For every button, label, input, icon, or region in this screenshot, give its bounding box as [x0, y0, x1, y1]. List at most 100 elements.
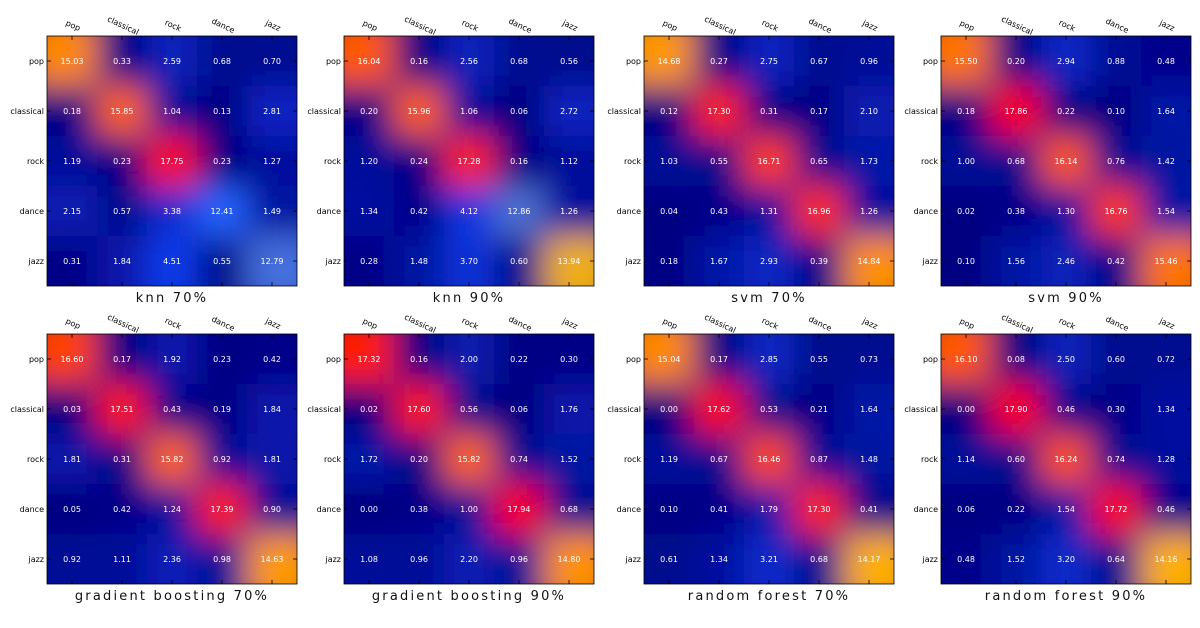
cell-value-label: 0.10 [660, 505, 678, 514]
cell-value-label: 0.64 [1107, 555, 1125, 564]
confusion-matrix-panel: 14.68 0.27 2.75 0.67 0.96 0.12 17.30 0.31 0.17 2.… [598, 0, 898, 306]
heatmap-cell [1041, 236, 1091, 286]
cell-value-label: 0.87 [810, 455, 828, 464]
heatmap-cell [147, 186, 197, 236]
cell-value-label: 0.31 [63, 257, 81, 266]
cell-value-label: 0.16 [410, 57, 428, 66]
cell-value-label: 1.27 [263, 157, 281, 166]
cell-value-label: 1.24 [163, 505, 181, 514]
heatmap-cell [97, 534, 147, 584]
cell-value-label: 0.30 [560, 355, 578, 364]
heatmap-cell [247, 434, 297, 484]
heatmap-cell [544, 186, 594, 236]
heatmap-cell [644, 334, 694, 384]
cell-value-label: 0.68 [510, 57, 528, 66]
heatmap-cell [97, 186, 147, 236]
cell-value-label: 1.19 [63, 157, 81, 166]
cell-value-label: 1.31 [760, 207, 778, 216]
cell-value-label: 0.10 [1107, 107, 1125, 116]
cell-value-label: 16.24 [1055, 455, 1078, 464]
heatmap-cell [147, 236, 197, 286]
heatmap-cell [744, 236, 794, 286]
cell-value-label: 0.72 [1157, 355, 1175, 364]
heatmap-svg: 15.04 0.17 2.85 0.55 0.73 0.00 17.62 0.53 0.21 1.… [607, 313, 895, 585]
heatmap-cell [844, 186, 894, 236]
heatmap-cell [97, 484, 147, 534]
cell-value-label: 0.74 [1107, 455, 1125, 464]
heatmap-cell [941, 384, 991, 434]
heatmap-cell [991, 186, 1041, 236]
cell-value-label: 0.08 [1007, 355, 1025, 364]
cell-value-label: 1.00 [460, 505, 478, 514]
cell-value-label: 16.04 [358, 57, 381, 66]
cell-value-label: 2.93 [760, 257, 778, 266]
x-tick-label: pop [661, 18, 678, 33]
confusion-matrix-panel: 15.50 0.20 2.94 0.88 0.48 0.18 17.86 0.22 0.10 1.… [895, 0, 1195, 306]
cell-value-label: 0.68 [560, 505, 578, 514]
heatmap-cell [744, 384, 794, 434]
cell-value-label: 0.31 [113, 455, 131, 464]
heatmap-cell [1041, 136, 1091, 186]
cell-value-label: 0.43 [710, 207, 728, 216]
heatmap-cell [941, 86, 991, 136]
heatmap-cell [694, 334, 744, 384]
heatmap-cell [344, 136, 394, 186]
cell-value-label: 0.03 [63, 405, 81, 414]
y-tick-label: pop [29, 355, 44, 364]
heatmap-cell [147, 434, 197, 484]
x-tick-label: rock [163, 18, 183, 34]
x-tick-label: jazz [263, 316, 282, 331]
cell-value-label: 2.94 [1057, 57, 1075, 66]
cell-value-label: 2.00 [460, 355, 478, 364]
cell-value-label: 4.51 [163, 257, 181, 266]
cell-value-label: 1.14 [957, 455, 975, 464]
cell-value-label: 0.42 [263, 355, 281, 364]
heatmap-cell [941, 334, 991, 384]
heatmap-cell [544, 86, 594, 136]
heatmap-cell [1091, 534, 1141, 584]
heatmap-cell [494, 36, 544, 86]
heatmap-cell [1041, 534, 1091, 584]
cell-value-label: 15.46 [1155, 257, 1178, 266]
cell-value-label: 0.55 [710, 157, 728, 166]
x-tick-label: classical [1000, 313, 1034, 335]
x-tick-label: pop [958, 316, 975, 331]
cell-value-label: 0.18 [957, 107, 975, 116]
y-tick-label: rock [324, 157, 341, 166]
heatmap-cell [644, 236, 694, 286]
x-tick-label: jazz [1157, 18, 1176, 33]
y-tick-label: pop [326, 57, 341, 66]
panel-title: random forest 70% [687, 589, 851, 604]
cell-value-label: 17.39 [211, 505, 234, 514]
heatmap-cell [247, 36, 297, 86]
y-tick-label: classical [607, 405, 641, 414]
cell-value-label: 0.73 [860, 355, 878, 364]
y-tick-label: jazz [921, 555, 938, 564]
cell-value-label: 12.86 [508, 207, 531, 216]
heatmap-cell [394, 484, 444, 534]
heatmap-cell [147, 86, 197, 136]
y-tick-label: rock [27, 157, 44, 166]
cell-value-label: 1.48 [410, 257, 428, 266]
heatmap-cell [844, 534, 894, 584]
cell-value-label: 1.84 [113, 257, 131, 266]
heatmap-cell [1141, 186, 1191, 236]
heatmap-cell [1141, 36, 1191, 86]
cell-value-label: 0.23 [213, 157, 231, 166]
cell-value-label: 0.56 [560, 57, 578, 66]
heatmap-cell [744, 484, 794, 534]
heatmap-cell [744, 334, 794, 384]
cell-value-label: 0.27 [710, 57, 728, 66]
heatmap-cell [794, 36, 844, 86]
heatmap-cell [444, 186, 494, 236]
heatmap-cell [344, 186, 394, 236]
heatmap-cell [494, 236, 544, 286]
cell-value-label: 0.18 [660, 257, 678, 266]
heatmap-cell [1091, 36, 1141, 86]
cell-value-label: 0.20 [1007, 57, 1025, 66]
cell-value-label: 0.46 [1157, 505, 1175, 514]
cell-value-label: 1.64 [1157, 107, 1175, 116]
heatmap-cell [147, 36, 197, 86]
y-tick-label: classical [607, 107, 641, 116]
cell-value-label: 0.92 [63, 555, 81, 564]
